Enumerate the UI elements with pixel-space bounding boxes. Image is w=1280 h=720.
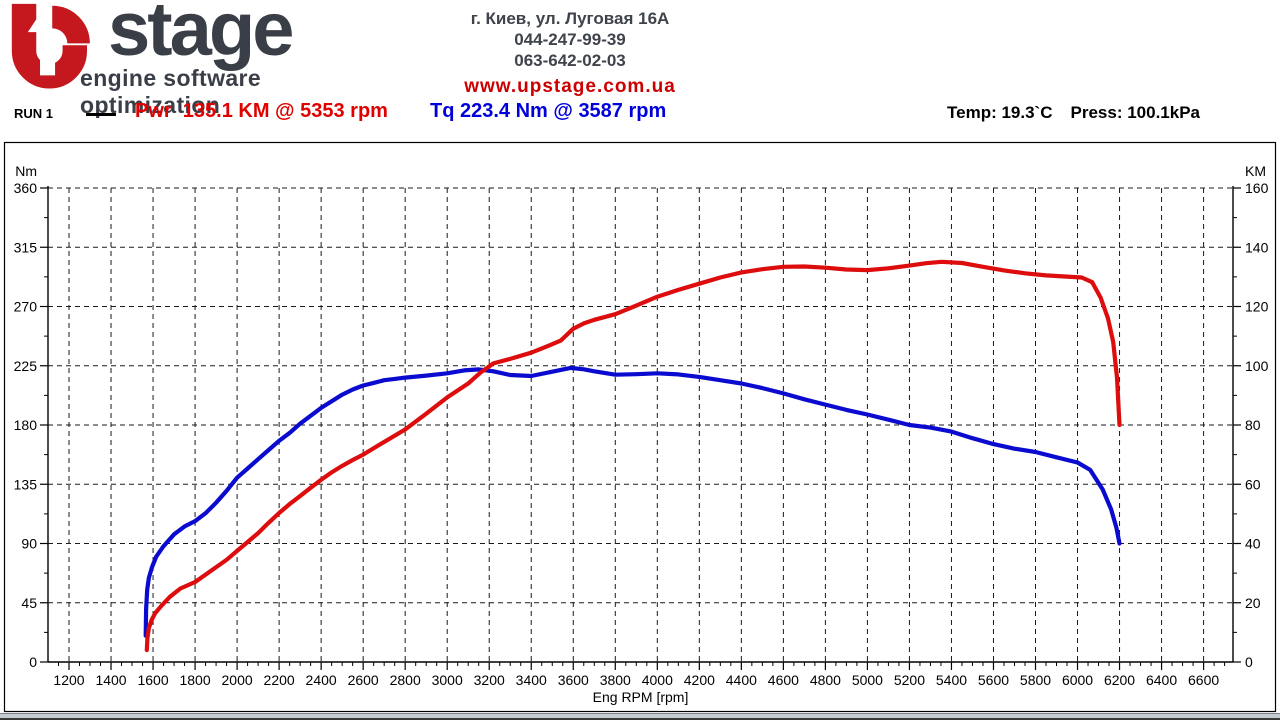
- x-tick-label: 2200: [264, 672, 295, 688]
- x-tick-label: 5800: [1020, 672, 1051, 688]
- window-bottom-edge: [0, 713, 1280, 720]
- y-right-tick-label: 0: [1245, 654, 1253, 670]
- run-info-row: RUN 1 Pwr 135.1 KM @ 5353 rpm Tq 223.4 N…: [0, 98, 1280, 138]
- x-tick-label: 4400: [726, 672, 757, 688]
- x-tick-label: 4200: [684, 672, 715, 688]
- x-tick-label: 6200: [1104, 672, 1135, 688]
- x-tick-label: 3800: [600, 672, 631, 688]
- x-tick-label: 2800: [390, 672, 421, 688]
- power-curve: [144, 259, 1122, 653]
- upstage-logo-mark-icon: [11, 3, 90, 89]
- x-tick-label: 3400: [516, 672, 547, 688]
- x-tick-label: 6600: [1188, 672, 1219, 688]
- torque-summary: Tq 223.4 Nm @ 3587 rpm: [430, 100, 667, 122]
- right-axis-unit-label: KM: [1245, 163, 1266, 179]
- left-axis-unit-label: Nm: [15, 163, 37, 179]
- run-label: RUN 1: [14, 106, 54, 121]
- x-tick-label: 4000: [642, 672, 673, 688]
- y-right-tick-label: 160: [1245, 180, 1269, 196]
- run-legend-line: [86, 113, 116, 116]
- x-tick-label: 6400: [1146, 672, 1177, 688]
- torque-curve: [143, 365, 1122, 638]
- x-tick-label: 2400: [306, 672, 337, 688]
- chart-panel-border: [3, 141, 1277, 713]
- y-left-tick-label: 225: [14, 358, 38, 374]
- x-axis-title: Eng RPM [rpm]: [593, 689, 689, 705]
- x-tick-label: 6000: [1062, 672, 1093, 688]
- x-tick-label: 4800: [810, 672, 841, 688]
- x-tick-label: 3600: [558, 672, 589, 688]
- y-right-tick-label: 20: [1245, 595, 1261, 611]
- x-tick-label: 4600: [768, 672, 799, 688]
- x-tick-label: 2000: [222, 672, 253, 688]
- conditions: Temp: 19.3`C Press: 100.1kPa: [947, 103, 1247, 123]
- power-summary: Pwr 135.1 KM @ 5353 rpm: [135, 100, 388, 122]
- x-tick-label: 5200: [894, 672, 925, 688]
- x-tick-label: 1800: [179, 672, 210, 688]
- x-tick-label: 1600: [137, 672, 168, 688]
- y-right-tick-label: 100: [1245, 358, 1269, 374]
- y-right-tick-label: 40: [1245, 536, 1261, 552]
- y-left-tick-label: 360: [14, 180, 38, 196]
- x-tick-label: 5400: [936, 672, 967, 688]
- y-left-tick-label: 315: [14, 239, 38, 255]
- contact-block: г. Киев, ул. Луговая 16А 044-247-99-39 0…: [420, 8, 720, 98]
- y-right-tick-label: 120: [1245, 299, 1269, 315]
- y-right-tick-label: 60: [1245, 476, 1261, 492]
- contact-phone-1: 044-247-99-39: [514, 30, 626, 49]
- y-left-tick-label: 135: [14, 476, 38, 492]
- upstage-logo: stage engine software optimization: [8, 0, 408, 118]
- x-tick-label: 5600: [978, 672, 1009, 688]
- x-tick-label: 3200: [474, 672, 505, 688]
- contact-website: www.upstage.com.ua: [464, 76, 676, 97]
- x-tick-label: 2600: [348, 672, 379, 688]
- x-tick-label: 1400: [95, 672, 126, 688]
- header: stage engine software optimization г. Ки…: [0, 0, 1280, 142]
- y-right-tick-label: 140: [1245, 239, 1269, 255]
- y-right-tick-label: 80: [1245, 417, 1261, 433]
- x-tick-label: 3000: [432, 672, 463, 688]
- y-left-tick-label: 180: [14, 417, 38, 433]
- temperature-reading: Temp: 19.3`C: [947, 103, 1053, 122]
- y-left-tick-label: 0: [29, 654, 37, 670]
- x-tick-label: 1200: [53, 672, 84, 688]
- y-left-tick-label: 90: [21, 536, 37, 552]
- pressure-reading: Press: 100.1kPa: [1070, 103, 1201, 122]
- y-left-tick-label: 270: [14, 299, 38, 315]
- logo-wordmark: stage: [108, 0, 295, 72]
- y-left-tick-label: 45: [21, 595, 37, 611]
- contact-phone-2: 063-642-02-03: [514, 51, 626, 70]
- x-tick-label: 5000: [852, 672, 883, 688]
- contact-address: г. Киев, ул. Луговая 16А: [470, 9, 670, 28]
